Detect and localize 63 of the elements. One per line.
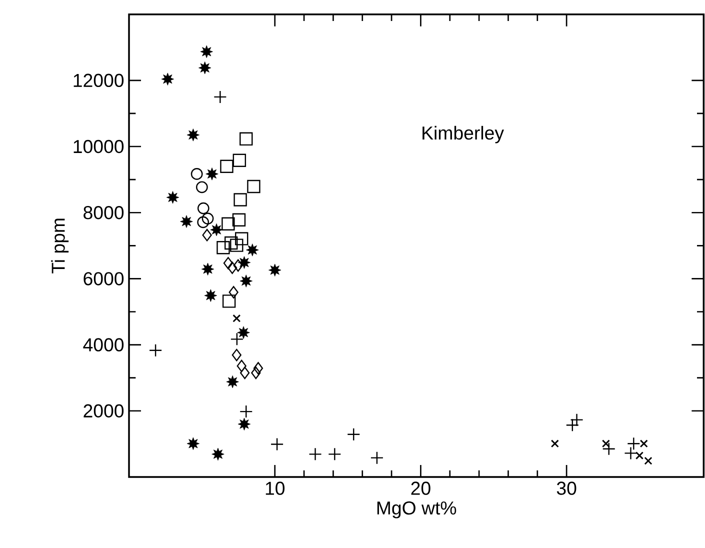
point (232, 154, 246, 167)
point (233, 259, 243, 272)
point (237, 326, 250, 339)
point (232, 314, 241, 322)
y-tick-label: 12000 (74, 74, 124, 88)
point (230, 238, 244, 252)
point (222, 294, 236, 308)
point (236, 360, 246, 372)
point (204, 289, 218, 302)
point (251, 366, 261, 380)
point (238, 256, 251, 269)
point (635, 451, 644, 460)
point (268, 264, 282, 276)
point (198, 62, 212, 74)
x-axis-title: MgO wt% (377, 501, 456, 518)
y-tick-label: 2000 (84, 404, 124, 418)
x-tick-label: 20 (411, 482, 430, 495)
point (226, 375, 239, 388)
point (227, 262, 238, 274)
point (197, 202, 210, 214)
point (232, 348, 242, 362)
y-axis-title: Ti ppm (51, 218, 69, 274)
point (222, 217, 235, 230)
point (166, 191, 180, 204)
point (247, 180, 260, 194)
point (190, 168, 203, 180)
point (200, 45, 213, 58)
y-tick-label: 8000 (84, 206, 124, 220)
point (202, 212, 214, 224)
point (246, 244, 259, 256)
point (186, 437, 200, 450)
point (640, 440, 648, 448)
point (240, 366, 250, 380)
point (161, 72, 174, 86)
y-tick-label: 6000 (84, 272, 124, 286)
x-tick-label: 10 (266, 482, 285, 495)
point (235, 232, 248, 246)
point (238, 418, 251, 430)
point (197, 216, 210, 228)
point (550, 440, 559, 448)
point (223, 256, 233, 270)
point (180, 215, 193, 228)
y-tick-label: 4000 (83, 338, 124, 352)
point (201, 262, 214, 276)
point (240, 274, 252, 288)
point (202, 228, 212, 242)
point (216, 241, 230, 254)
y-tick-label: 10000 (74, 140, 124, 154)
point (234, 193, 247, 206)
point (644, 456, 652, 465)
point (224, 236, 238, 250)
point (220, 160, 234, 173)
point (253, 362, 264, 374)
point (186, 128, 200, 142)
point (196, 181, 208, 194)
annotation: Kimberley (422, 126, 504, 144)
x-tick-label: 30 (556, 482, 576, 495)
point (228, 286, 238, 298)
point (240, 132, 253, 146)
point (210, 223, 223, 236)
point (212, 448, 224, 461)
point (232, 213, 246, 226)
point (206, 168, 218, 180)
